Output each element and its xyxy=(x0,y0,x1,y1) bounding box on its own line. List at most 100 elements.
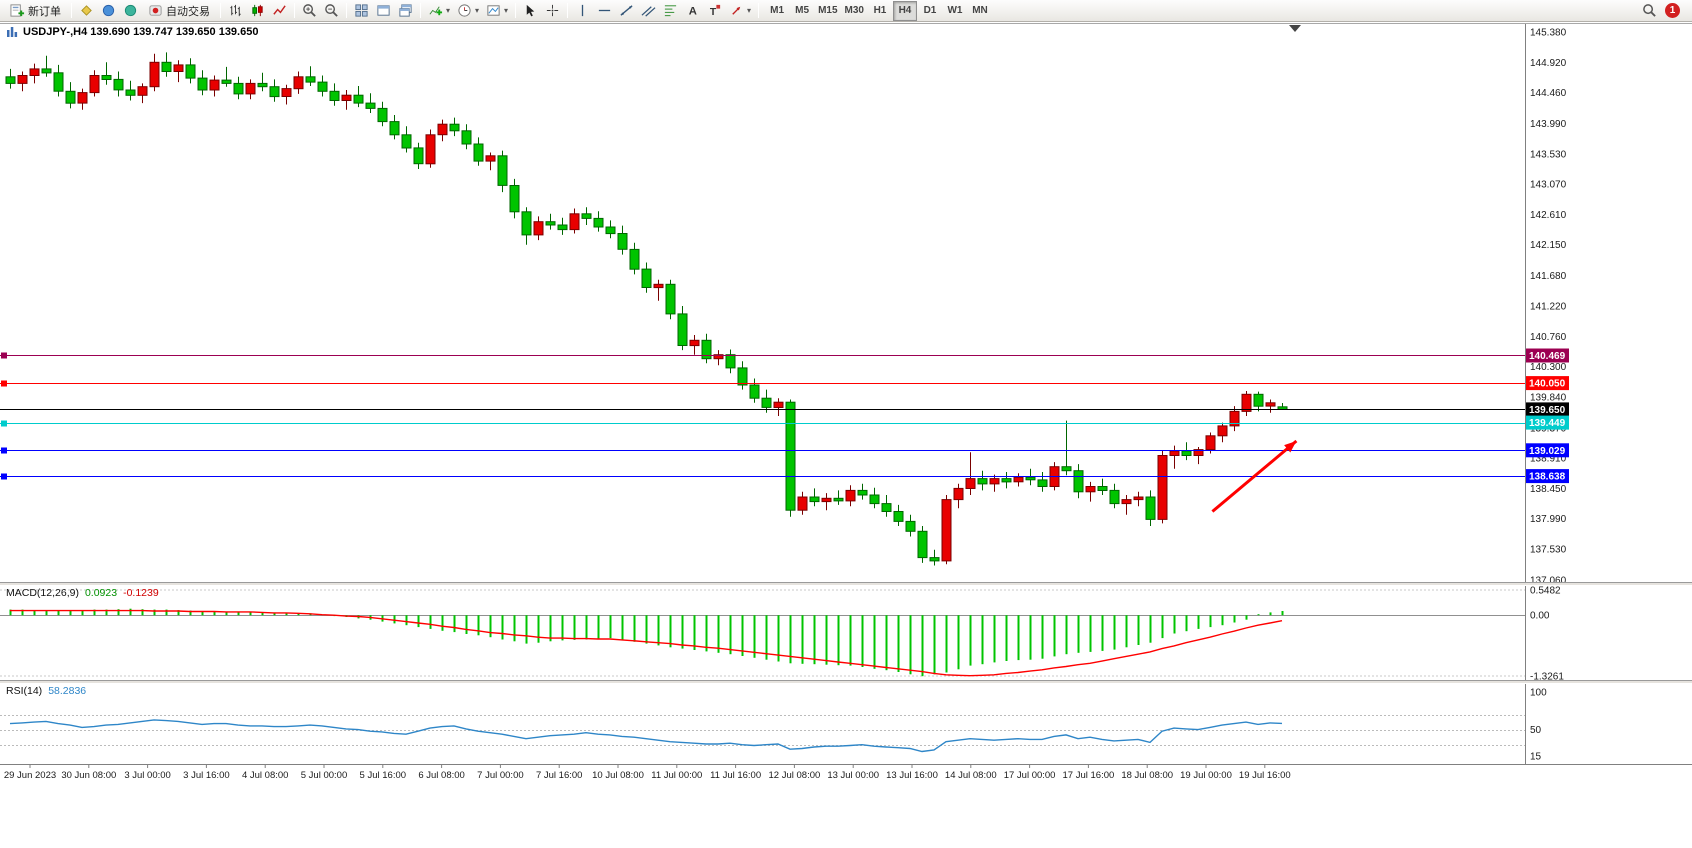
candle-body xyxy=(473,143,484,162)
arrows-button[interactable]: ▾ xyxy=(726,1,754,21)
chart-canvas[interactable]: 145.380 144.920 144.460 143.990 143.530 143.0… xyxy=(0,22,1692,848)
notification-badge[interactable]: 1 xyxy=(1665,3,1680,18)
quote-line: USDJPY-,H4 139.690 139.747 139.650 139.6… xyxy=(6,26,258,38)
toolbar-separator xyxy=(294,3,295,18)
search-button[interactable] xyxy=(1639,1,1660,21)
timeframe-M30[interactable]: M30 xyxy=(842,1,867,21)
time-tick: 11 Jul 16:00 xyxy=(710,770,761,781)
candle-body xyxy=(1037,479,1048,487)
svg-text:139.029: 139.029 xyxy=(1529,446,1566,457)
cursor-button[interactable] xyxy=(520,1,541,21)
line-anchor[interactable] xyxy=(1,380,7,387)
equidistant-channel-button[interactable] xyxy=(638,1,659,21)
rsi-line xyxy=(9,719,1283,753)
candle-body xyxy=(389,121,400,136)
candle-body xyxy=(29,68,40,77)
main-toolbar: 新订单 自动交易 ▾ ▾ xyxy=(0,0,1692,22)
candle-body xyxy=(161,61,172,72)
templates-button[interactable]: ▾ xyxy=(483,1,511,21)
metaeditor-button[interactable] xyxy=(76,1,97,21)
candle-body xyxy=(89,75,100,94)
time-tick: 13 Jul 00:00 xyxy=(827,770,879,781)
clock-icon xyxy=(458,4,471,17)
candle-body xyxy=(761,397,772,408)
text-button[interactable]: A xyxy=(682,1,703,21)
candle-body xyxy=(221,79,232,84)
text-label-button[interactable]: T xyxy=(704,1,725,21)
candle-body xyxy=(833,497,844,502)
candle-body xyxy=(209,79,220,91)
trendline-button[interactable] xyxy=(616,1,637,21)
navigator-button[interactable] xyxy=(120,1,141,21)
time-tick: 17 Jul 16:00 xyxy=(1063,770,1115,781)
candle-body xyxy=(65,90,76,104)
candle-body xyxy=(929,557,940,562)
candle-body xyxy=(965,478,976,490)
price-tick: 142.150 xyxy=(1530,240,1567,251)
candle-body xyxy=(1181,450,1192,456)
candle-body xyxy=(425,134,436,165)
arrows-dropdown-caret: ▾ xyxy=(747,6,752,15)
trend-arrow-annotation[interactable] xyxy=(1211,439,1298,513)
candle-body xyxy=(461,130,472,145)
indicators-button[interactable]: ▾ xyxy=(425,1,453,21)
candle-body xyxy=(569,213,580,231)
candle-body xyxy=(713,354,724,360)
candle-body xyxy=(1121,499,1132,505)
zoom-out-button[interactable] xyxy=(321,1,342,21)
candle-body xyxy=(809,496,820,503)
tile-windows-button[interactable] xyxy=(351,1,372,21)
fibonacci-button[interactable] xyxy=(660,1,681,21)
candle-body xyxy=(605,226,616,235)
line-anchor[interactable] xyxy=(1,473,7,480)
time-axis[interactable]: 29 Jun 2023 30 Jun 08:00 3 Jul 00:00 3 Jul … xyxy=(0,764,1692,781)
macd-label: MACD(12,26,9) 0.0923 -0.1239 xyxy=(6,587,159,599)
candle-body xyxy=(101,75,112,80)
bar-chart-button[interactable] xyxy=(225,1,246,21)
bar-chart-icon xyxy=(230,4,241,17)
periods-button[interactable]: ▾ xyxy=(454,1,482,21)
line-anchor[interactable] xyxy=(1,352,7,359)
price-axis[interactable]: 145.380 144.920 144.460 143.990 143.530 143.0… xyxy=(1530,28,1567,587)
crosshair-button[interactable] xyxy=(542,1,563,21)
fibonacci-icon xyxy=(664,5,677,17)
line-anchor[interactable] xyxy=(1,447,7,454)
line-chart-button[interactable] xyxy=(269,1,290,21)
candle-body xyxy=(317,81,328,92)
candle-body xyxy=(281,88,292,97)
new-order-button[interactable]: 新订单 xyxy=(4,1,67,21)
horizontal-line-button[interactable] xyxy=(594,1,615,21)
auto-trading-button[interactable]: 自动交易 xyxy=(142,1,216,21)
timeframe-M5[interactable]: M5 xyxy=(790,1,814,21)
price-tag-139.449: 139.449 xyxy=(1526,415,1569,430)
cascade-windows-button[interactable] xyxy=(395,1,416,21)
timeframe-M15[interactable]: M15 xyxy=(815,1,840,21)
timeframe-W1[interactable]: W1 xyxy=(943,1,967,21)
panel-splitter[interactable] xyxy=(0,680,1692,684)
timeframe-D1[interactable]: D1 xyxy=(918,1,942,21)
price-tick: 140.760 xyxy=(1530,332,1567,343)
cursor-icon xyxy=(526,4,535,17)
market-watch-button[interactable] xyxy=(98,1,119,21)
timeframe-MN[interactable]: MN xyxy=(968,1,992,21)
time-tick: 18 Jul 08:00 xyxy=(1121,770,1173,781)
panel-splitter[interactable] xyxy=(0,582,1692,586)
search-icon xyxy=(1643,4,1656,17)
metaeditor-icon xyxy=(81,5,92,16)
timeframe-M1[interactable]: M1 xyxy=(765,1,789,21)
line-anchor[interactable] xyxy=(1,420,7,427)
timeframe-H1[interactable]: H1 xyxy=(868,1,892,21)
equidistant-channel-icon xyxy=(641,6,656,17)
svg-text:140.469: 140.469 xyxy=(1529,351,1566,362)
candlestick-chart-button[interactable] xyxy=(247,1,268,21)
zoom-in-button[interactable] xyxy=(299,1,320,21)
vertical-line-button[interactable] xyxy=(572,1,593,21)
candle-body xyxy=(257,82,268,88)
candle-body xyxy=(1265,402,1276,407)
candle-body xyxy=(749,384,760,399)
templates-icon xyxy=(487,5,500,16)
chart-shift-marker[interactable] xyxy=(1289,25,1301,32)
candle-body xyxy=(1085,486,1096,493)
timeframe-H4[interactable]: H4 xyxy=(892,0,917,21)
arrange-windows-button[interactable] xyxy=(373,1,394,21)
